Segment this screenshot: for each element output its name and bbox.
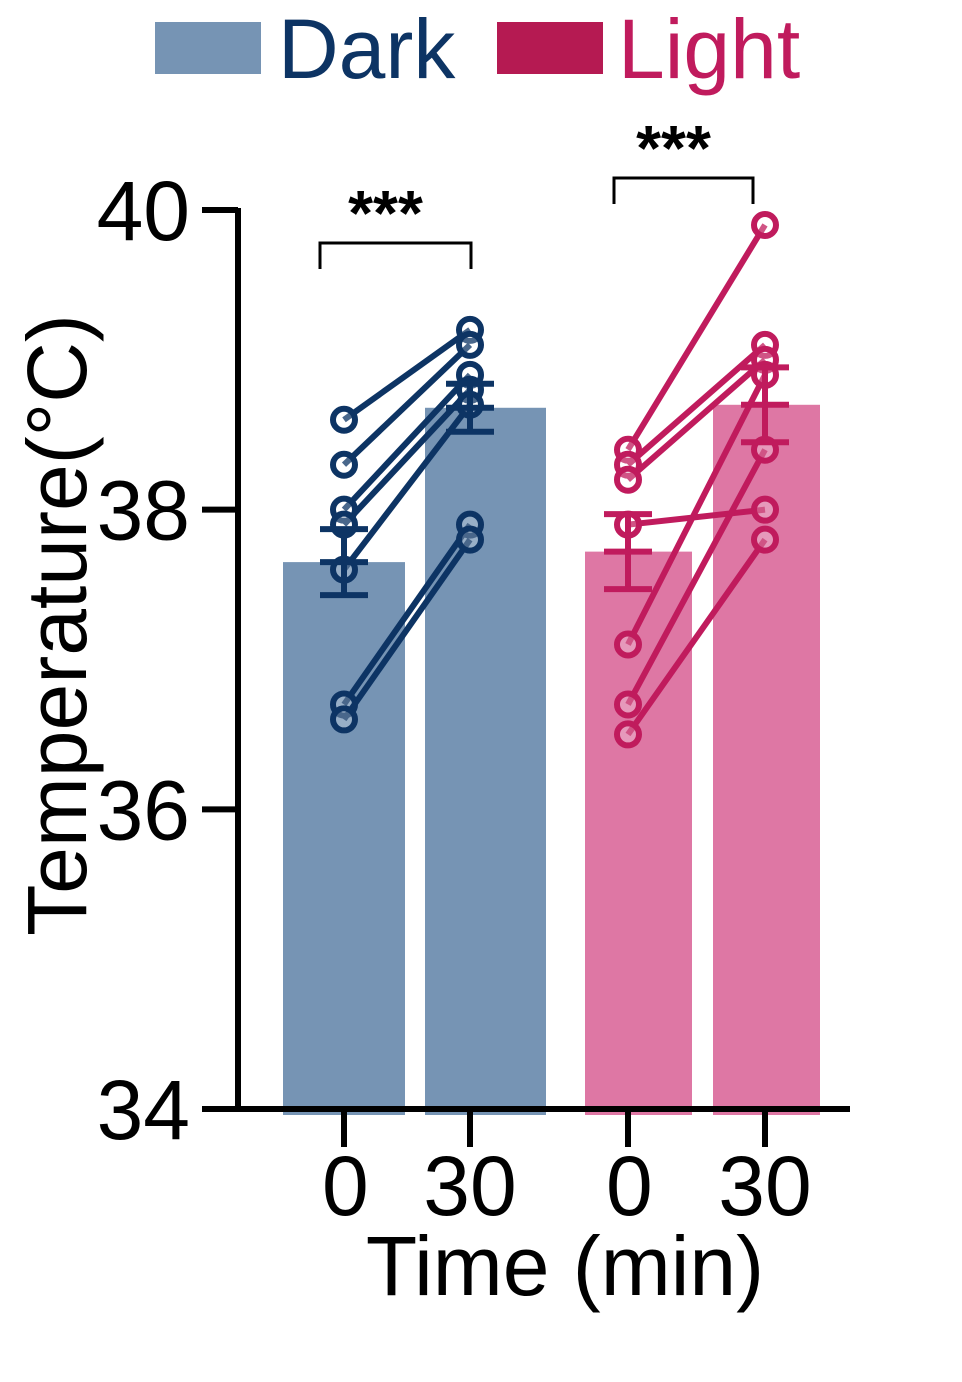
y-tick-label-40: 40 <box>97 164 190 258</box>
point-dark-30-6 <box>456 525 484 554</box>
point-dark-0-6 <box>330 705 358 734</box>
x-axis-title: Time (min) <box>366 1219 764 1313</box>
pair-line-light-3 <box>627 506 766 528</box>
point-light-30-3 <box>751 495 779 524</box>
legend-label-light: Light <box>618 2 800 96</box>
errorbar-dark-0 <box>320 526 368 599</box>
pair-line-dark-5 <box>341 522 473 707</box>
point-light-30-0 <box>751 210 779 239</box>
pair-line-light-4 <box>625 373 768 646</box>
errorbars-layer <box>320 364 789 599</box>
pair-line-light-2 <box>626 357 767 482</box>
x-tick-label-dark-0: 0 <box>322 1139 369 1233</box>
pair-line-light-5 <box>625 448 768 706</box>
y-tick-label-36: 36 <box>97 763 190 857</box>
errorbar-light-0 <box>604 511 652 593</box>
bar-dark-30 <box>425 407 546 1115</box>
x-tick-label-dark-30: 30 <box>423 1139 516 1233</box>
point-light-0-6 <box>614 720 642 749</box>
axes: 34 36 38 40 0 30 0 30 <box>97 164 850 1233</box>
errorbar-dark-30 <box>446 380 494 435</box>
pair-line-dark-6 <box>341 537 473 722</box>
legend-label-dark: Dark <box>278 2 456 96</box>
point-dark-0-0 <box>330 405 358 434</box>
y-axis-title: Temperature(°C) <box>10 314 104 936</box>
y-tick-label-38: 38 <box>97 464 190 558</box>
point-light-0-4 <box>614 630 642 659</box>
legend-swatch-dark <box>155 22 261 74</box>
significance-stars-light: *** <box>636 112 711 184</box>
y-tick-label-34: 34 <box>97 1063 190 1157</box>
point-light-0-2 <box>614 465 642 494</box>
point-dark-0-1 <box>330 450 358 479</box>
x-tick-label-light-30: 30 <box>718 1139 811 1233</box>
x-tick-label-light-0: 0 <box>606 1139 653 1233</box>
errorbar-light-30 <box>741 364 789 446</box>
significance-stars-dark: *** <box>348 177 423 249</box>
pair-line-dark-2 <box>341 372 473 512</box>
pair-line-light-0 <box>625 223 768 452</box>
significance-bracket-dark <box>318 241 473 269</box>
pair-line-dark-3 <box>341 387 473 527</box>
point-light-30-6 <box>751 525 779 554</box>
pair-line-dark-1 <box>341 342 473 467</box>
significance-bracket-light <box>612 176 755 204</box>
legend: Dark Light <box>155 2 800 96</box>
point-dark-30-1 <box>456 330 484 359</box>
pair-line-dark-0 <box>342 327 472 423</box>
pair-line-light-6 <box>625 537 768 737</box>
legend-swatch-light <box>497 22 603 74</box>
point-light-0-5 <box>614 690 642 719</box>
significance-layer: *** *** <box>318 112 755 269</box>
bar-dark-0 <box>283 562 405 1115</box>
